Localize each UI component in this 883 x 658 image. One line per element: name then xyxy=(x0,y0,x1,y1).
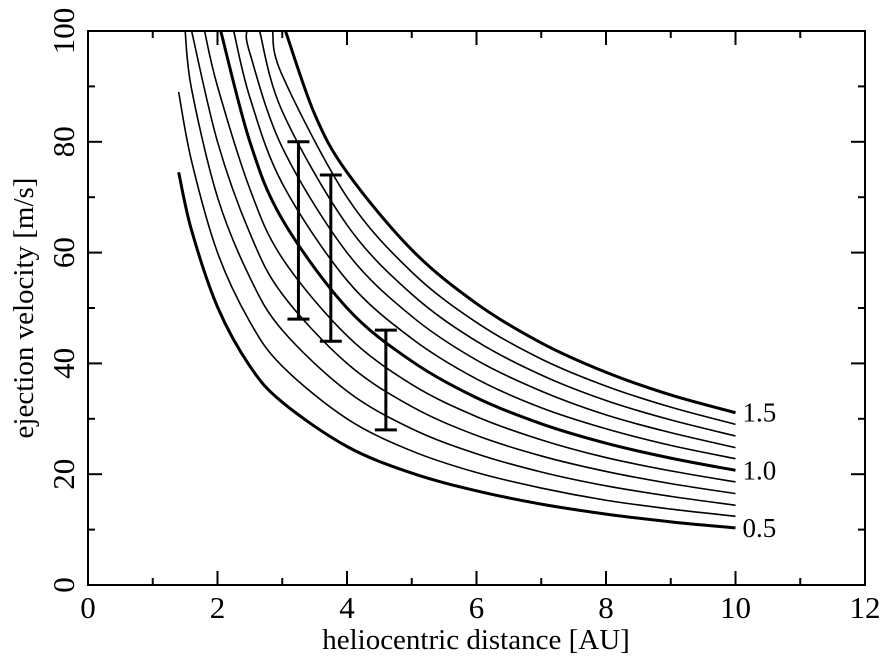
series-line-2 xyxy=(177,91,736,518)
x-tick-label-6: 6 xyxy=(469,590,485,625)
x-tick-label-4: 4 xyxy=(339,590,355,625)
curve-label-0-5: 0.5 xyxy=(743,513,777,543)
tick-labels: 0 2 4 6 8 10 12 0 20 40 60 80 100 xyxy=(46,8,881,625)
error-bar-3 xyxy=(374,328,397,432)
x-tick-label-12: 12 xyxy=(850,590,881,625)
plot-frame xyxy=(87,30,866,586)
y-tick-label-60: 60 xyxy=(46,237,81,268)
curve-label-1-5: 1.5 xyxy=(743,398,777,428)
series-line-3 xyxy=(184,30,736,507)
y-tick-label-40: 40 xyxy=(46,348,81,379)
x-axis-label: heliocentric distance [AU] xyxy=(322,624,630,656)
x-tick-label-10: 10 xyxy=(720,590,751,625)
x-tick-label-8: 8 xyxy=(598,590,614,625)
axis-ticks xyxy=(87,30,866,586)
x-tick-label-0: 0 xyxy=(80,590,96,625)
error-bar-1 xyxy=(287,140,310,321)
y-tick-label-80: 80 xyxy=(46,126,81,157)
series-line-10 xyxy=(271,30,736,426)
series-line-7 xyxy=(232,30,736,460)
series-line-1 xyxy=(177,171,736,530)
series-line-6 xyxy=(219,30,736,472)
series-line-5 xyxy=(203,30,736,483)
y-tick-label-20: 20 xyxy=(46,459,81,490)
series-line-9 xyxy=(258,30,736,437)
series-line-11 xyxy=(284,30,736,415)
error-bar-2 xyxy=(319,173,342,343)
y-tick-label-0: 0 xyxy=(46,577,81,593)
y-axis-label: ejection velocity [m/s] xyxy=(8,178,40,439)
y-tick-label-100: 100 xyxy=(46,8,81,55)
series-line-8 xyxy=(245,30,736,449)
series-line-4 xyxy=(190,30,736,495)
plot-content: 0.5 1.0 1.5 xyxy=(177,30,777,543)
curve-label-1-0: 1.0 xyxy=(743,455,777,485)
x-tick-label-2: 2 xyxy=(210,590,226,625)
